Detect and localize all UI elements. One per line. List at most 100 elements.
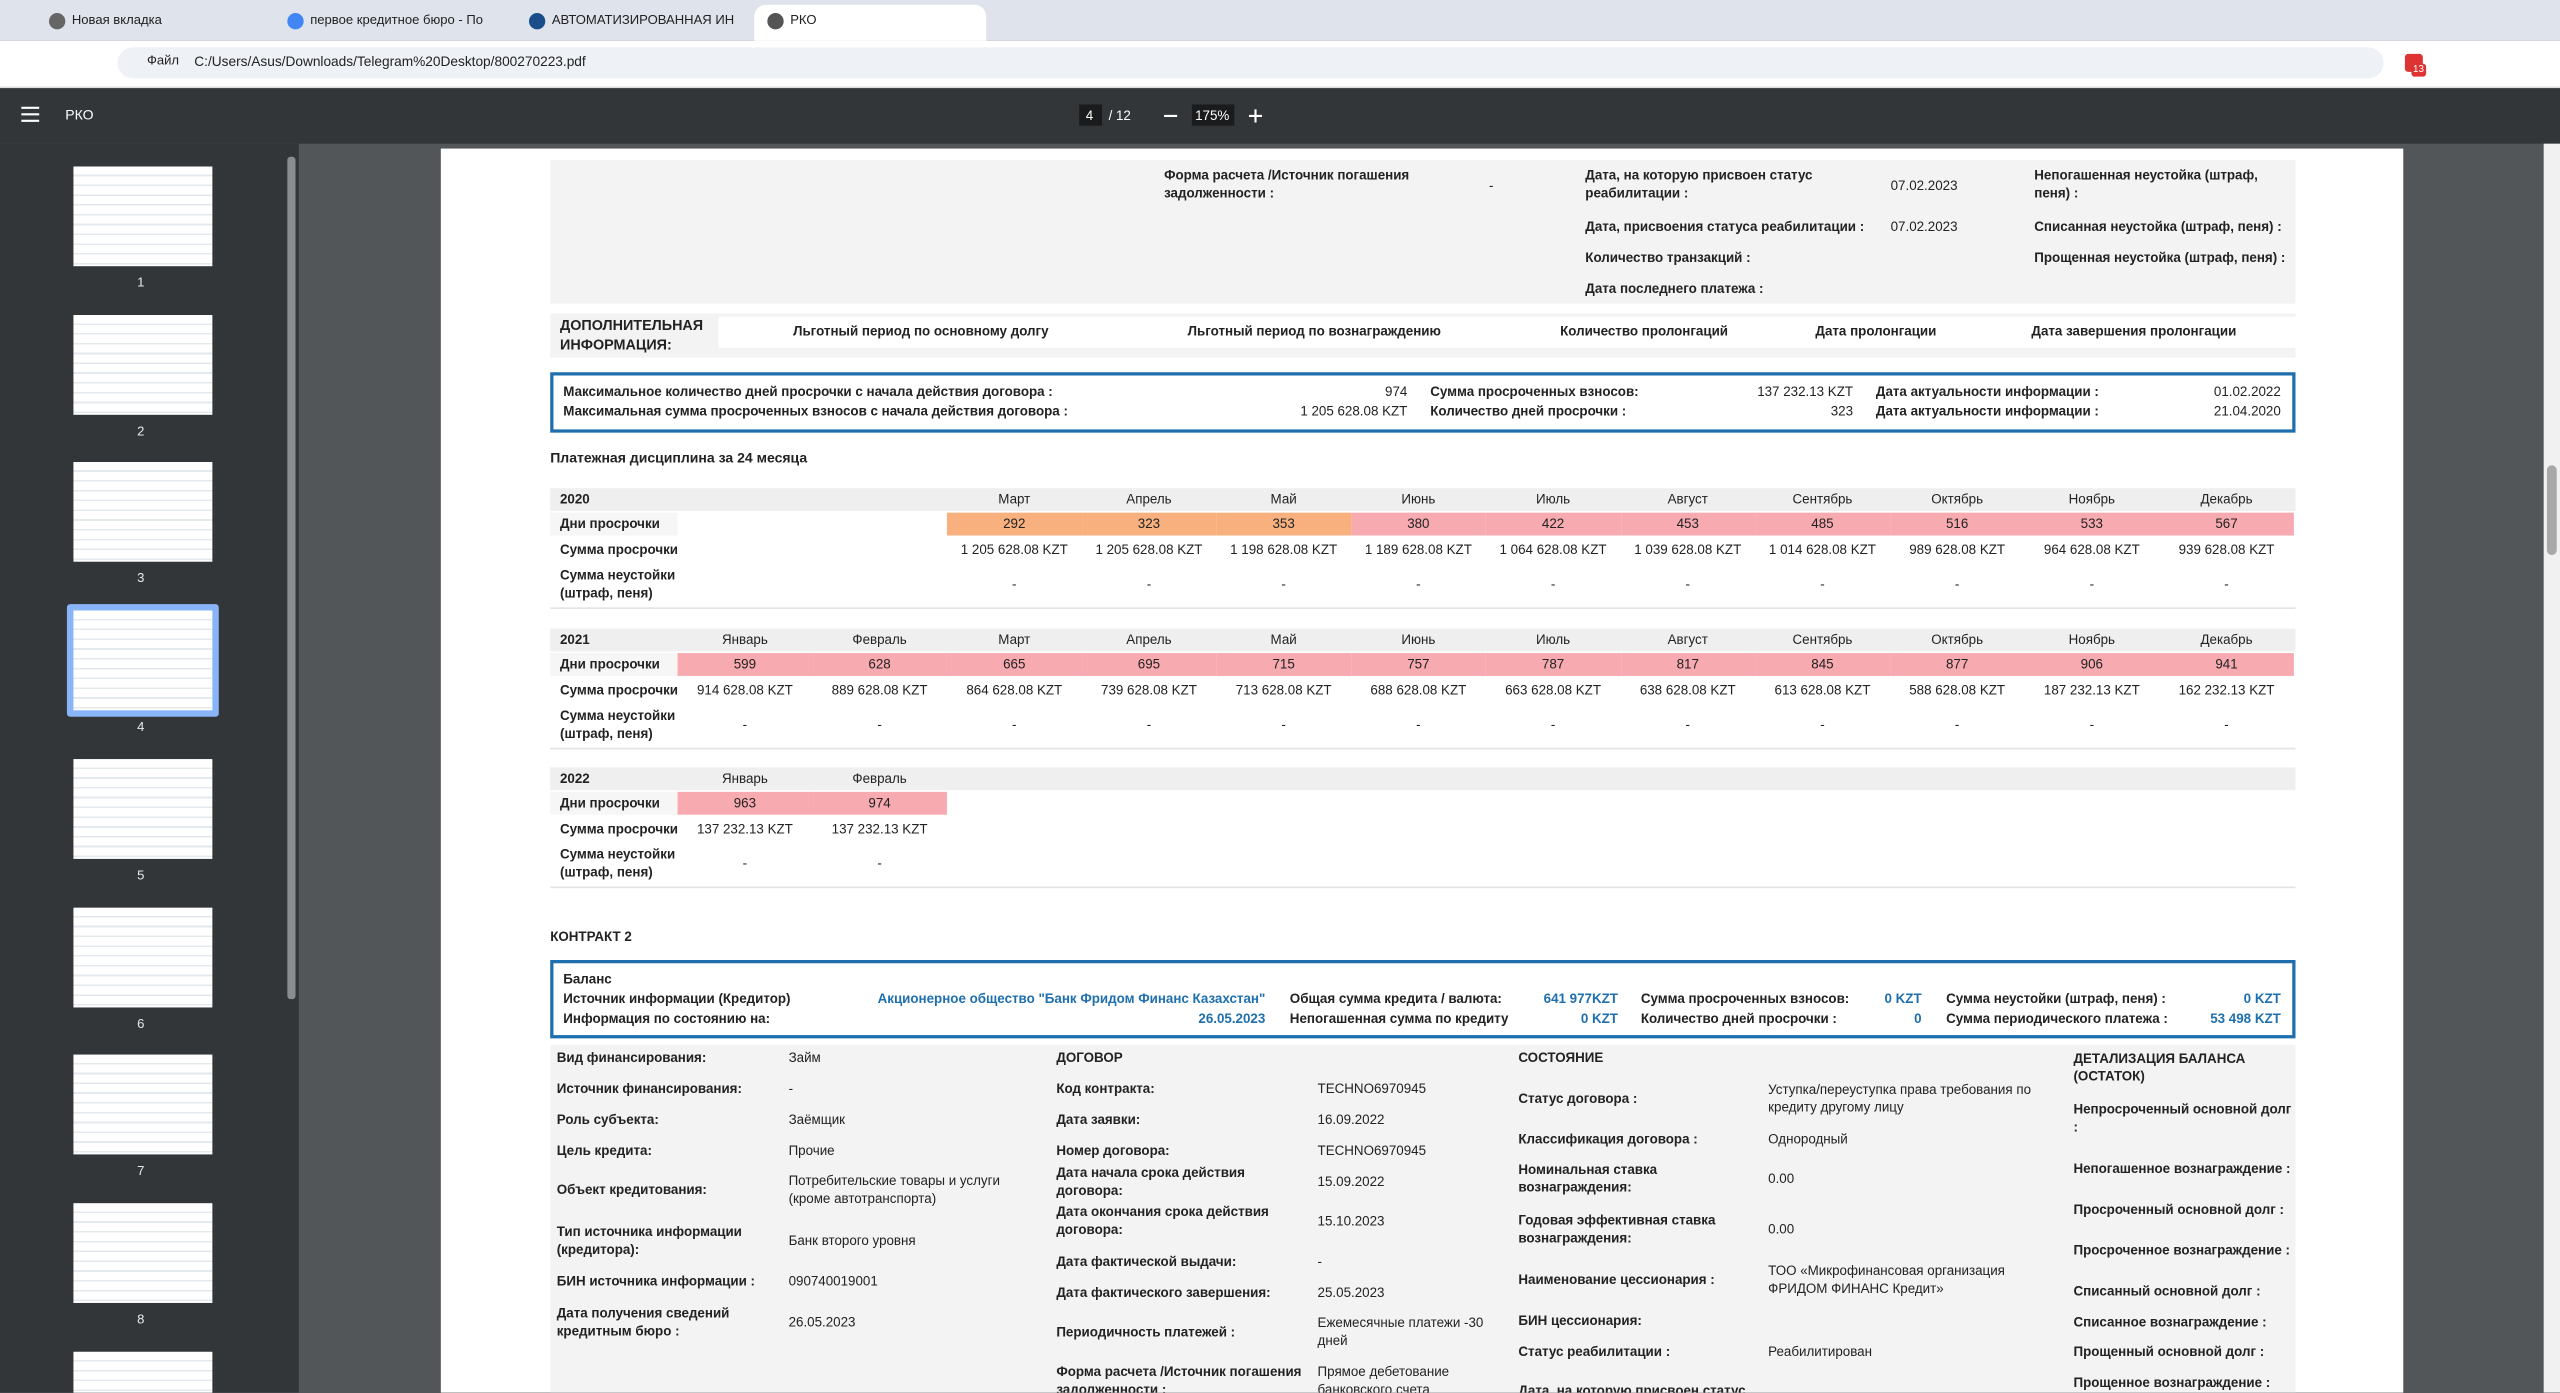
- column-header: Дата завершения пролонгации: [2031, 324, 2237, 339]
- prev-block: [550, 159, 2296, 304]
- balance-label: Информация по состоянию на:: [563, 1011, 771, 1027]
- balance-label: Общая сумма кредита / валюта:: [1289, 991, 1502, 1007]
- penalty: -: [1416, 577, 1421, 592]
- detail-value: Ежемесячные платежи -30 дней: [1317, 1315, 1484, 1349]
- thumbnail[interactable]: [73, 314, 213, 415]
- overdue-sum: 1 014 628.08 KZT: [1768, 542, 1876, 558]
- thumbnail[interactable]: [73, 462, 213, 563]
- detail-label: Списанное вознаграждение :: [2073, 1315, 2267, 1330]
- summary-label: Максимальное количество дней просрочки с…: [563, 384, 1053, 400]
- month: Март: [998, 492, 1031, 507]
- tab[interactable]: [754, 4, 987, 41]
- days-overdue: 877: [1945, 657, 1969, 672]
- detail-label: Объект кредитования:: [556, 1182, 707, 1198]
- detail-label: Периодичность платежей :: [1056, 1324, 1236, 1340]
- detail-value: -: [1317, 1254, 1323, 1270]
- detail-value: -: [788, 1081, 794, 1097]
- overdue-sum: 162 232.13 KZT: [2178, 683, 2275, 698]
- row-label: Сумма просрочки: [559, 542, 679, 558]
- balance-label: Сумма периодического платежа :: [1946, 1011, 2168, 1027]
- month: Декабрь: [2200, 492, 2253, 507]
- day-cell: [2159, 653, 2295, 676]
- balance-value: 0 KZT: [2243, 991, 2281, 1007]
- tab-title[interactable]: первое кредитное бюро - По: [310, 12, 484, 28]
- main-scrollbar-thumb[interactable]: [2546, 465, 2557, 556]
- day-cell: [1081, 653, 1217, 676]
- detail-label: Дата фактического завершения:: [1056, 1285, 1271, 1301]
- thumbnail[interactable]: [73, 906, 213, 1007]
- additional-info-head: [718, 316, 2296, 348]
- column-heading: ДЕТАЛИЗАЦИЯ БАЛАНСА (ОСТАТОК): [2073, 1051, 2246, 1085]
- detail-value: 090740019001: [788, 1274, 878, 1289]
- summary-box: [550, 372, 2296, 433]
- section-title: Платежная дисциплина за 24 месяца: [550, 449, 808, 466]
- overdue-sum: 989 628.08 KZT: [1909, 542, 2006, 558]
- penalty: -: [1820, 577, 1825, 592]
- address-field[interactable]: [117, 47, 2384, 79]
- tab-title[interactable]: РКО: [790, 12, 817, 28]
- thumbnail[interactable]: [73, 758, 213, 859]
- detail-value: Банк второго уровня: [788, 1233, 916, 1249]
- year: 2021: [559, 632, 590, 648]
- penalty: -: [2224, 577, 2229, 592]
- detail-label: Тип источника информации (кредитора):: [556, 1224, 742, 1258]
- row-label: Сумма просрочки: [559, 683, 679, 698]
- row-label: Дни просрочки: [559, 516, 660, 532]
- thumbnail[interactable]: [73, 166, 213, 267]
- tab-title[interactable]: Новая вкладка: [71, 12, 162, 28]
- thumbnail-label: 4: [137, 719, 145, 735]
- day-cell: [1755, 653, 1890, 676]
- month: Сентябрь: [1792, 492, 1853, 507]
- page-number[interactable]: 4: [1085, 108, 1094, 124]
- thumbnail[interactable]: [73, 1351, 213, 1393]
- days-overdue: 941: [2215, 657, 2238, 672]
- zoom-out[interactable]: [1162, 108, 1178, 124]
- days-overdue: 599: [733, 657, 757, 672]
- field-label: Дата, присвоения статуса реабилитации :: [1585, 219, 1865, 235]
- detail-label: Непросроченный основной долг :: [2073, 1101, 2292, 1135]
- overdue-sum: 638 628.08 KZT: [1639, 683, 1736, 698]
- penalty: -: [1281, 717, 1286, 733]
- main-scrollbar[interactable]: [2543, 143, 2560, 1393]
- penalty: -: [2089, 577, 2095, 592]
- days-overdue: 906: [2080, 657, 2103, 672]
- day-cell: [812, 791, 948, 815]
- address[interactable]: C:/Users/Asus/Downloads/Telegram%20Deskt…: [194, 52, 586, 70]
- field-label: Непогашенная неустойка (штраф, пеня) :: [2034, 168, 2258, 201]
- overdue-sum: 137 232.13 KZT: [831, 821, 928, 837]
- detail-label: Наименование цессионария :: [1518, 1272, 1715, 1288]
- thumbnail[interactable]: [73, 1054, 213, 1155]
- thumbnail[interactable]: [73, 610, 213, 711]
- summary-value: 137 232.13 KZT: [1757, 384, 1854, 400]
- detail-label: Прощенное вознаграждение :: [2073, 1375, 2271, 1391]
- detail-value: Прямое дебетование банковского счета: [1317, 1364, 1450, 1393]
- penalty: -: [2089, 717, 2095, 733]
- detail-label: Просроченный основной долг :: [2073, 1202, 2284, 1218]
- balance-label: Сумма неустойки (штраф, пеня) :: [1946, 991, 2166, 1007]
- detail-value: Реабилитирован: [1768, 1344, 1872, 1360]
- detail-label: Роль субъекта:: [556, 1112, 659, 1128]
- tab-title[interactable]: АВТОМАТИЗИРОВАННАЯ ИН: [551, 12, 735, 28]
- overdue-sum: 1 189 628.08 KZT: [1364, 542, 1472, 558]
- row-label: Дни просрочки: [559, 795, 660, 811]
- penalty: -: [2224, 717, 2229, 733]
- menu-icon[interactable]: [21, 106, 41, 122]
- zoom-in[interactable]: [1247, 108, 1263, 124]
- day-cell: [1755, 512, 1890, 536]
- month: Октябрь: [1931, 492, 1984, 507]
- sidebar-scrollbar[interactable]: [287, 156, 296, 1000]
- month: Апрель: [1126, 632, 1172, 648]
- year: 2022: [559, 771, 590, 787]
- penalty: -: [1146, 577, 1152, 592]
- field-value: 07.02.2023: [1890, 219, 1958, 235]
- detail-value: Уступка/переуступка права требования по …: [1768, 1082, 2032, 1116]
- zoom-level[interactable]: 175%: [1195, 108, 1230, 124]
- thumbnail[interactable]: [73, 1203, 213, 1303]
- balance-label: Непогашенная сумма по кредиту: [1289, 1011, 1509, 1027]
- thumbnail-label: 2: [137, 423, 145, 439]
- balance-value: 0 KZT: [1580, 1011, 1618, 1027]
- balance-value: 641 977KZT: [1543, 991, 1618, 1007]
- days-overdue: 845: [1811, 657, 1834, 672]
- overdue-sum: 613 628.08 KZT: [1774, 683, 1871, 698]
